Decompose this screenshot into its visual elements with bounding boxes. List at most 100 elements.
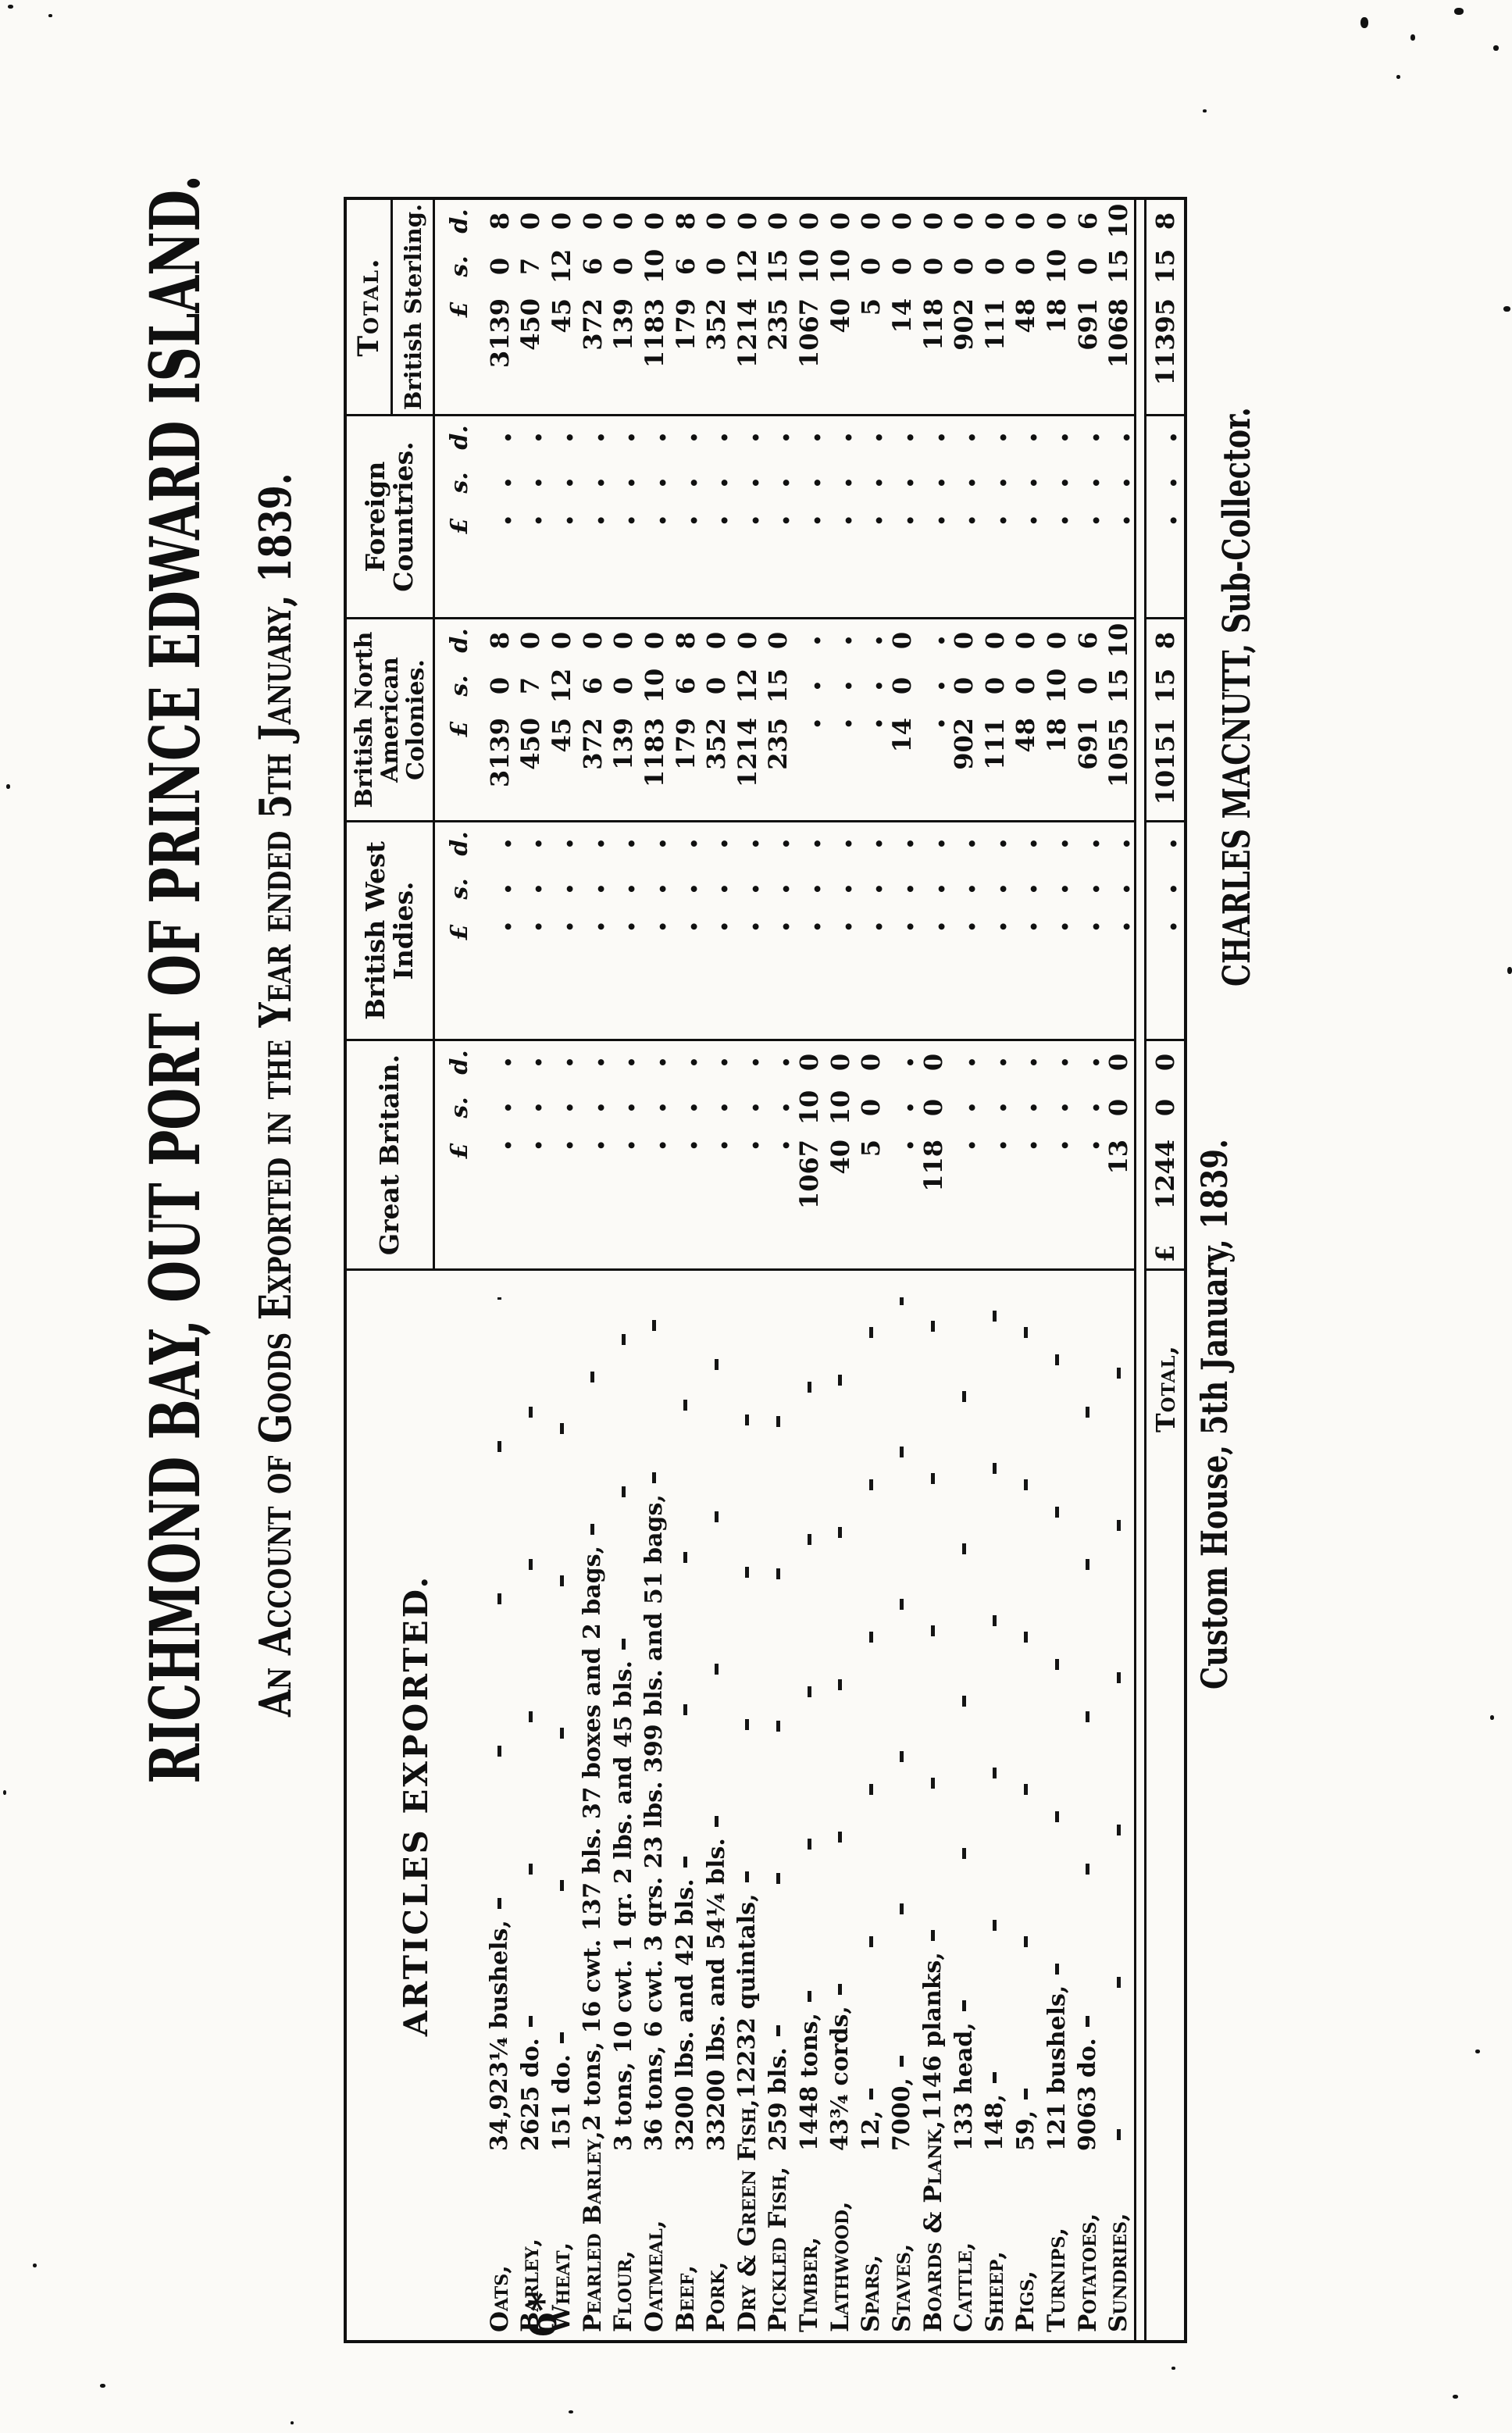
blank-dot: . (820, 634, 859, 647)
amount-s: 6 (670, 257, 701, 276)
currency-subheader-bnac: £ s. d. (435, 619, 484, 820)
scan-speckle (1360, 17, 1368, 28)
amount-s: 15 (763, 248, 793, 284)
scan-speckle (1203, 109, 1207, 112)
money-cell-great-britain: ... (1068, 1041, 1107, 1271)
blank-dot: . (1037, 1056, 1076, 1068)
blank-dot: . (975, 837, 1014, 850)
blank-dot: . (480, 515, 519, 526)
money-cell-foreign-countries-total: ... (1146, 416, 1184, 619)
blank-dot: . (727, 1140, 766, 1151)
money-cell-great-britain: ... (944, 1041, 983, 1271)
blank-dot: . (851, 883, 890, 895)
blank-dot: . (944, 921, 983, 933)
amount-d: 0 (979, 212, 1010, 230)
table-total-row: Total, £1244 0 0... 10151 15 8... 11395 15 8 (1146, 200, 1184, 2340)
blank-dot: . (1037, 1140, 1076, 1151)
blank-dot: . (851, 476, 890, 489)
amount-s: 15 (763, 668, 793, 704)
money-cell-british-north-american-colonies: 450 7 0 (515, 619, 547, 822)
amount-s: 10 (825, 1090, 855, 1126)
blank-dot: . (542, 1101, 581, 1114)
amount-d: 0 (608, 212, 639, 230)
article-cell: Sundries, (1104, 1271, 1135, 2340)
amount-s: 0 (701, 676, 732, 695)
amount-d: 0 (1011, 212, 1041, 230)
header-great-britain-label: Great Britain. (347, 1041, 435, 1268)
blank-dot: . (604, 1140, 643, 1151)
money-cell-british-north-american-colonies: 139 0 0 (608, 619, 640, 822)
money-cell-british-west-indies: ... (1099, 822, 1137, 1041)
article-quantity: 12, (857, 2110, 885, 2151)
amount-s: 0 (949, 676, 979, 695)
amount-p: 352 (701, 718, 732, 770)
money-cell-british-north-american-colonies: 1055 15 10 (1103, 619, 1135, 822)
amount-p: 235 (763, 298, 793, 351)
blank-dot: . (572, 1140, 612, 1151)
blank-dot: . (1099, 431, 1138, 444)
amount-d: 0 (577, 212, 608, 230)
article-name: Oatmeal, (640, 2220, 669, 2332)
page-subtitle: An Account of Goods Exported in the Year… (250, 473, 301, 1872)
blank-dot: . (511, 921, 550, 933)
blank-dot: . (820, 837, 859, 850)
article-name: Pigs, (1011, 2270, 1040, 2332)
blank-dot: . (758, 1056, 797, 1068)
blank-dot: . (944, 883, 983, 895)
article-cell: Lathwood, 43¾ cords, (825, 1271, 856, 2340)
dash-leader (838, 1297, 843, 1996)
amount-d: 0 (825, 212, 855, 230)
article-quantity: 43¾ cords, (826, 2006, 854, 2151)
blank-dot: . (1006, 837, 1045, 850)
article-name: Wheat, (547, 2242, 576, 2332)
blank-dot: . (697, 837, 736, 850)
blank-dot: . (944, 1140, 983, 1151)
page-title-text: RICHMOND BAY, OUT PORT OF PRINCE EDWARD … (134, 174, 216, 1784)
money-cell-total: 48 0 0 (1010, 200, 1042, 416)
amount-s: 0 (1011, 257, 1041, 276)
amount-s: 0 (918, 1098, 948, 1117)
scan-speckle (1171, 2367, 1175, 2370)
blank-dot: . (697, 1101, 736, 1114)
article-cell: Pigs, 59, (1011, 1271, 1042, 2340)
blank-dot: . (820, 718, 859, 730)
money-cell-british-north-american-colonies: 18 10 0 (1041, 619, 1072, 822)
article-quantity: 2625 do. (516, 2038, 544, 2151)
money-cell-british-north-american-colonies: 352 0 0 (701, 619, 732, 822)
scan-speckle (1507, 967, 1512, 974)
amount-p: 1067 (794, 1140, 825, 1210)
money-cell-great-britain: ... (758, 1041, 797, 1271)
export-table: ARTICLES EXPORTED. Great Britain. £ s. d… (344, 197, 1187, 2343)
amount-p: 11395 (1150, 298, 1180, 386)
amount-s: 10 (794, 248, 825, 284)
amount-p: 10151 (1150, 718, 1180, 805)
amount-s: 15 (1150, 668, 1180, 704)
amount-p: 45 (547, 298, 577, 334)
amount-s: 0 (1104, 1098, 1134, 1117)
blank-dot: . (790, 476, 829, 489)
amount-s: 10 (1042, 248, 1072, 284)
amount-d: 0 (1042, 631, 1072, 650)
article-quantity: 7000, (888, 2078, 916, 2151)
article-name: Beef, (671, 2264, 700, 2332)
amount-d: 8 (670, 212, 701, 230)
sub-collector-signature: CHARLES MACNUTT, Sub-Collector. (1215, 224, 1259, 986)
article-quantity: 1448 tons, (795, 2013, 823, 2151)
blank-dot: . (1006, 1101, 1045, 1114)
blank-dot: . (542, 921, 581, 933)
scan-speckle (1454, 8, 1464, 15)
blank-dot: . (480, 476, 519, 489)
blank-dot: . (790, 680, 829, 692)
blank-dot: . (727, 837, 766, 850)
blank-dot: . (1146, 837, 1184, 850)
money-cell-total: 139 0 0 (608, 200, 640, 416)
amount-d: 6 (1072, 631, 1103, 650)
amount-p: 1068 (1104, 298, 1134, 369)
blank-dot: . (727, 1056, 766, 1068)
blank-dot: . (913, 515, 952, 526)
blank-dot: . (604, 1101, 643, 1114)
money-cell-total: 5 0 0 (855, 200, 887, 416)
blank-dot: . (913, 883, 952, 895)
money-cell-great-britain: ... (975, 1041, 1014, 1271)
amount-s: 0 (886, 257, 917, 276)
